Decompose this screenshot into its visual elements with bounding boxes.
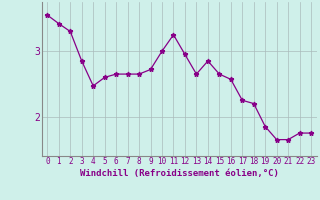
- X-axis label: Windchill (Refroidissement éolien,°C): Windchill (Refroidissement éolien,°C): [80, 169, 279, 178]
